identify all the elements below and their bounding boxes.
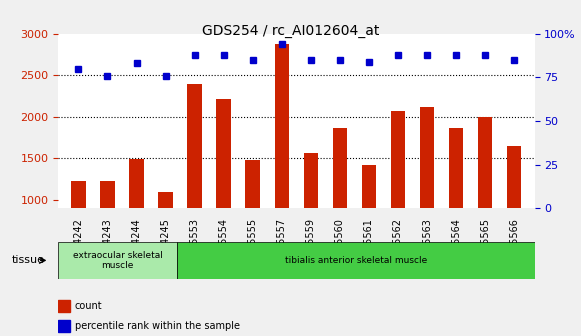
Bar <box>71 181 86 283</box>
Bar <box>58 320 70 332</box>
Bar <box>245 160 260 283</box>
Bar <box>449 128 464 283</box>
Bar <box>58 300 70 312</box>
Bar <box>361 165 376 283</box>
Text: count: count <box>75 301 102 311</box>
Bar <box>391 112 406 283</box>
Bar <box>130 159 144 283</box>
Bar <box>158 192 173 283</box>
Bar <box>187 84 202 283</box>
Bar <box>332 128 347 283</box>
Bar <box>507 146 522 283</box>
Text: tibialis anterior skeletal muscle: tibialis anterior skeletal muscle <box>285 256 427 265</box>
Bar <box>420 107 435 283</box>
Bar <box>478 117 493 283</box>
Bar <box>303 153 318 283</box>
Bar <box>100 181 115 283</box>
Bar <box>275 44 289 283</box>
FancyBboxPatch shape <box>58 242 177 279</box>
FancyBboxPatch shape <box>177 242 535 279</box>
Bar <box>217 99 231 283</box>
Text: percentile rank within the sample: percentile rank within the sample <box>75 321 240 331</box>
Text: extraocular skeletal
muscle: extraocular skeletal muscle <box>73 251 163 270</box>
Text: GDS254 / rc_AI012604_at: GDS254 / rc_AI012604_at <box>202 24 379 38</box>
Text: tissue: tissue <box>12 255 45 265</box>
